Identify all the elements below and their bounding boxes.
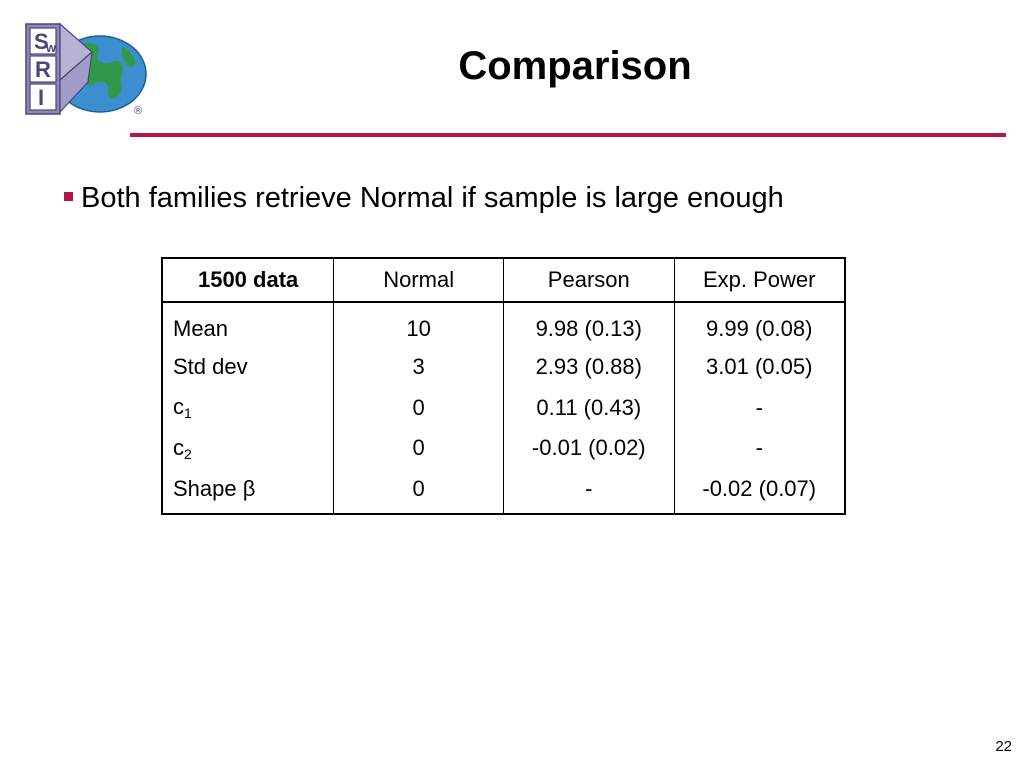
table-row: c2 0 -0.01 (0.02) - [161,428,846,469]
table-row: c1 0 0.11 (0.43) - [161,387,846,428]
logo-letter-w: w [45,40,57,55]
header-exp-power: Exp. Power [673,258,846,303]
swri-logo: S w R I ® [25,22,147,117]
table-row: Std dev 3 2.93 (0.88) 3.01 (0.05) [161,347,846,388]
cell-normal: 10 [333,302,505,347]
cell-exp-power: - [673,387,846,428]
title-divider [130,133,1006,137]
logo-letter-s: S [34,29,49,54]
logo-letter-r: R [35,57,51,82]
header-normal: Normal [333,258,505,303]
slide-title: Comparison [458,44,692,88]
cell-pearson: 0.11 (0.43) [503,387,675,428]
row-label: Mean [161,302,335,347]
row-label-subscript: 1 [184,405,192,422]
cell-normal: 0 [333,387,505,428]
cell-exp-power: 3.01 (0.05) [673,347,846,388]
table-row: Mean 10 9.98 (0.13) 9.99 (0.08) [161,302,846,347]
cell-pearson: 2.93 (0.88) [503,347,675,388]
table-row: Shape β 0 - -0.02 (0.07) [161,468,846,514]
cell-exp-power: -0.02 (0.07) [673,468,846,514]
header-sample-size: 1500 data [161,258,335,303]
table-header-row: 1500 data Normal Pearson Exp. Power [161,258,846,303]
cell-exp-power: - [673,428,846,469]
row-label: c1 [161,387,335,428]
square-bullet-icon [64,192,73,201]
row-label: Shape β [161,468,335,514]
bullet-text: Both families retrieve Normal if sample … [81,182,784,214]
comparison-table: 1500 data Normal Pearson Exp. Power Mean… [161,257,846,515]
cell-exp-power: 9.99 (0.08) [673,302,846,347]
row-label: Std dev [161,347,335,388]
row-label-subscript: 2 [184,445,192,462]
row-label: c2 [161,428,335,469]
page-number: 22 [995,738,1012,755]
cell-normal: 0 [333,428,505,469]
logo-letter-i: I [38,85,44,110]
cell-pearson: -0.01 (0.02) [503,428,675,469]
cell-pearson: - [503,468,675,514]
header-pearson: Pearson [503,258,675,303]
bullet-item: Both families retrieve Normal if sample … [64,178,784,218]
cell-normal: 0 [333,468,505,514]
registered-mark: ® [134,105,142,117]
cell-normal: 3 [333,347,505,388]
cell-pearson: 9.98 (0.13) [503,302,675,347]
